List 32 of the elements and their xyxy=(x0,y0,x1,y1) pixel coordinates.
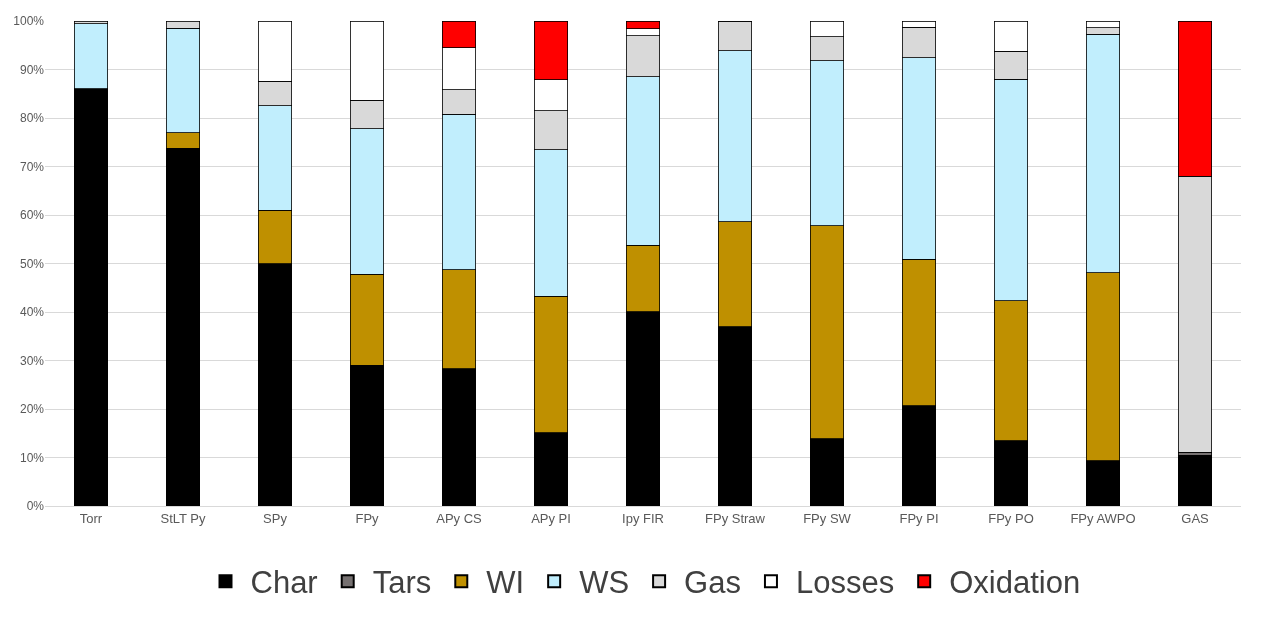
x-tick-label: APy CS xyxy=(436,510,483,526)
x-tick-label: GAS xyxy=(1181,510,1210,526)
y-tick-label: 40% xyxy=(19,305,45,320)
x-tick-label: FPy Straw xyxy=(705,510,766,526)
y-tick-label: 60% xyxy=(19,208,45,223)
legend-label: Losses xyxy=(795,565,895,601)
y-tick-label: 0% xyxy=(26,499,45,514)
x-tick-label: Ipy FIR xyxy=(622,510,664,526)
legend-label: WS xyxy=(579,565,630,601)
x-tick-label: StLT Py xyxy=(160,510,207,526)
y-tick-label: 30% xyxy=(19,353,45,368)
x-tick-label: FPy AWPO xyxy=(1070,510,1136,526)
x-tick-label: FPy PI xyxy=(899,510,939,526)
y-tick-label: 100% xyxy=(13,14,45,29)
x-tick-label: FPy SW xyxy=(803,510,852,526)
legend-label: Tars xyxy=(372,565,432,601)
x-tick-label: APy PI xyxy=(531,510,571,526)
x-tick-label: FPy xyxy=(355,510,380,526)
legend-label: Char xyxy=(250,565,318,601)
y-tick-label: 10% xyxy=(19,450,45,465)
bar xyxy=(1178,454,1212,506)
x-tick-label: SPy xyxy=(263,510,288,526)
y-tick-label: 90% xyxy=(19,62,45,77)
y-tick-label: 20% xyxy=(19,402,45,417)
y-tick-label: 70% xyxy=(19,159,45,174)
y-tick-label: 80% xyxy=(19,111,45,126)
x-tick-label: Torr xyxy=(79,510,103,526)
legend-label: Oxidation xyxy=(949,565,1081,601)
y-tick-label: 50% xyxy=(19,256,45,271)
legend-label: WI xyxy=(486,565,525,601)
legend-label: Gas xyxy=(684,565,741,601)
x-tick-label: FPy PO xyxy=(988,510,1034,526)
